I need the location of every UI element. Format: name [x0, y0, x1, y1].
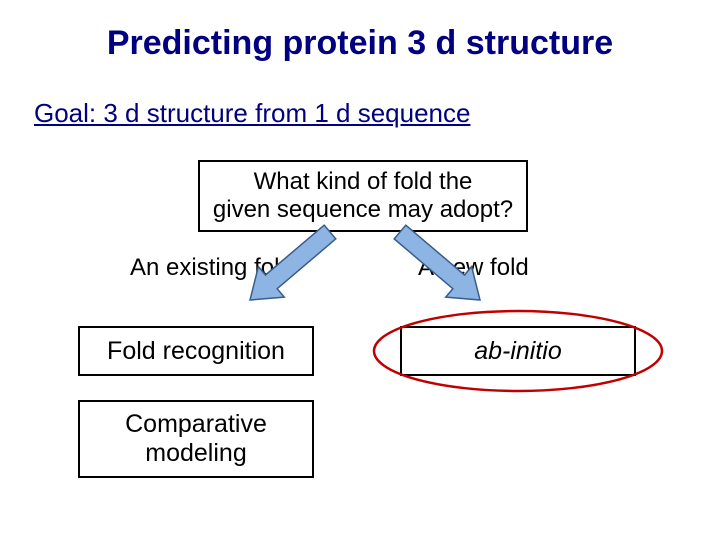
slide-title: Predicting protein 3 d structure: [0, 24, 720, 63]
question-line1: What kind of fold the: [254, 168, 473, 195]
goal-text: Goal: 3 d structure from 1 d sequence: [34, 98, 470, 129]
box-ab-initio: ab-initio: [400, 326, 636, 376]
box-comparative-modeling: Comparative modeling: [78, 400, 314, 478]
branch-label-new-fold: A new fold: [418, 254, 529, 282]
box-ab-initio-label: ab-initio: [474, 337, 562, 366]
box-comparative-line2: modeling: [145, 439, 246, 467]
branch-label-existing-fold: An existing fold: [130, 254, 293, 282]
box-fold-recognition-label: Fold recognition: [107, 337, 285, 366]
box-fold-recognition: Fold recognition: [78, 326, 314, 376]
box-comparative-line1: Comparative: [125, 410, 267, 438]
question-line2: given sequence may adopt?: [213, 196, 513, 223]
question-box: What kind of fold the given sequence may…: [198, 160, 528, 232]
